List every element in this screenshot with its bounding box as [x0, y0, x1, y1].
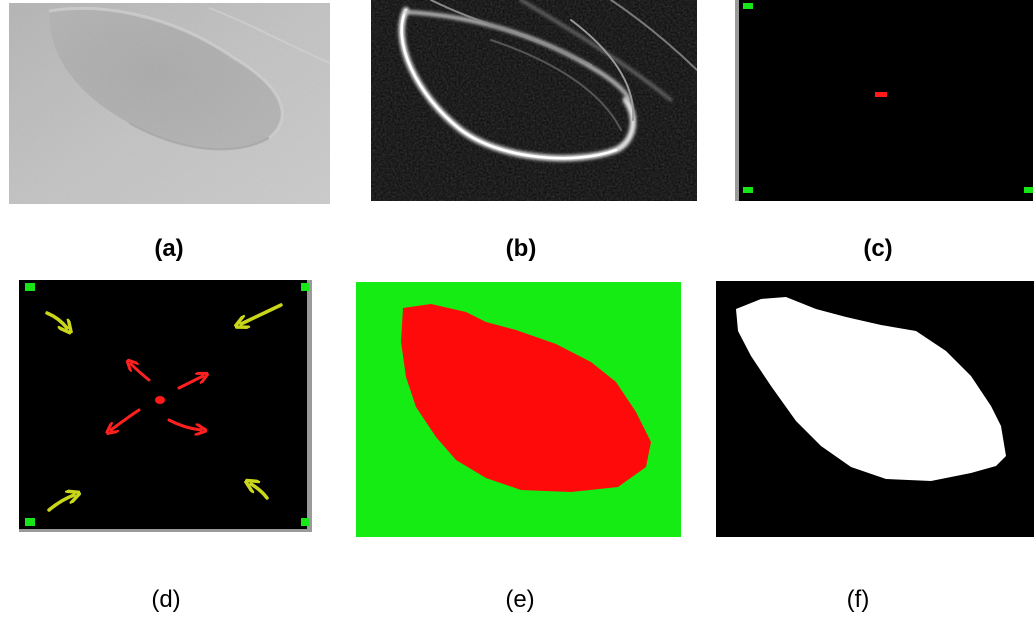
object-seed — [155, 396, 165, 404]
background-seed-bottom-right — [1024, 187, 1033, 193]
caption-b: (b) — [505, 235, 537, 262]
object-region — [401, 304, 651, 492]
arrow-up-right — [177, 376, 203, 390]
caption-f: (f) — [846, 586, 870, 613]
arrow-top-right — [241, 303, 283, 324]
background-seed-top-left — [25, 283, 35, 291]
binary-mask-panel — [716, 281, 1034, 537]
input-image-panel — [9, 3, 330, 204]
mask-object — [736, 297, 1006, 481]
seed-points-panel — [735, 0, 1033, 201]
background-arrows — [45, 303, 283, 512]
caption-d: (d) — [151, 586, 181, 613]
background-seed-top-right — [301, 283, 309, 291]
arrow-top-left — [45, 311, 67, 328]
growth-directions-panel — [19, 280, 312, 532]
gradient-image — [371, 0, 697, 201]
gradient-image-panel — [371, 0, 697, 201]
growth-directions-image — [19, 280, 312, 532]
region-labels-panel — [356, 282, 681, 537]
object-seed — [875, 92, 887, 97]
directions-background — [19, 280, 312, 532]
background-seed-bottom-left — [25, 518, 35, 526]
background-seed-top-left — [743, 3, 753, 9]
input-image — [9, 3, 330, 204]
arrow-down-right — [167, 418, 201, 430]
seed-background — [735, 0, 1033, 201]
caption-c: (c) — [863, 235, 893, 262]
caption-e: (e) — [505, 586, 535, 613]
object-arrows — [111, 364, 203, 430]
background-seed-bottom-left — [743, 187, 753, 193]
arrow-bottom-right — [251, 484, 269, 500]
background-seed-bottom-right — [301, 518, 309, 526]
arrow-down-left — [111, 408, 141, 430]
seed-points-image — [735, 0, 1033, 201]
arrow-bottom-left — [47, 495, 74, 512]
binary-mask-image — [716, 281, 1034, 537]
caption-a: (a) — [154, 235, 184, 262]
gradient-edges — [398, 0, 697, 162]
region-labels-image — [356, 282, 681, 537]
arrow-up-left — [131, 364, 151, 382]
